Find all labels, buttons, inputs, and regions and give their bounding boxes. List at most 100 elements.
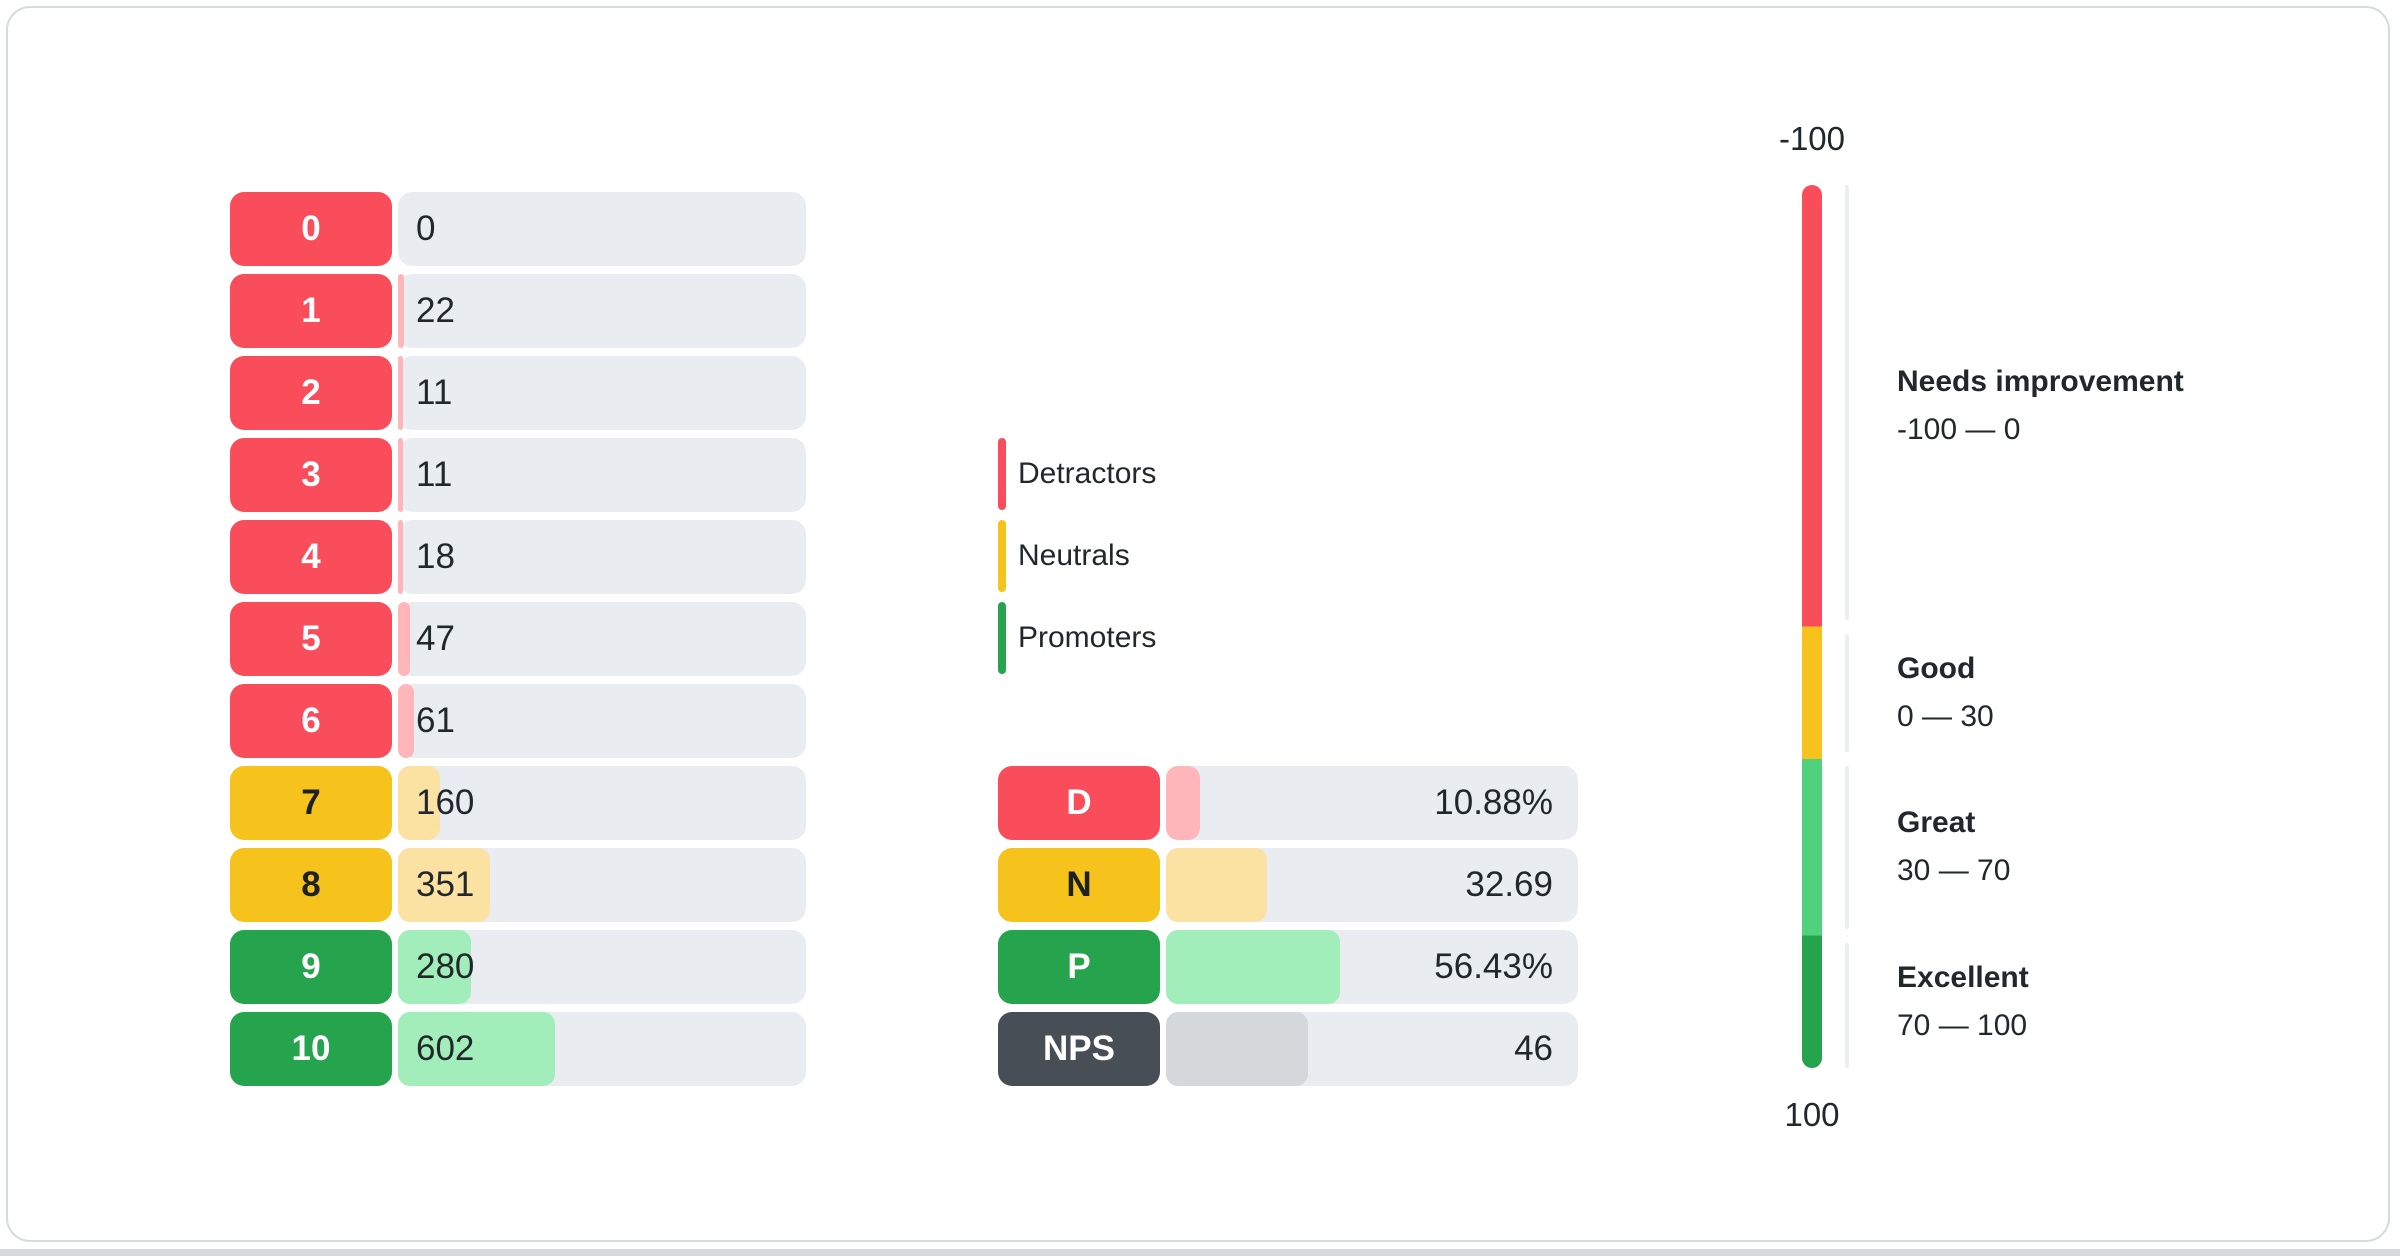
gauge-zone-label: Great 30 — 70 [1897,799,2010,895]
bar-track: 22 [398,274,806,348]
bar-track: 11 [398,356,806,430]
chart-row: P 56.43% [998,930,1578,1004]
gauge-track-segment [1845,633,1849,752]
category-chip: P [998,930,1160,1004]
gauge-zone-range: -100 — 0 [1897,412,2021,446]
bar-fill [1166,930,1341,1004]
chart-row: 3 11 [230,438,806,512]
bar-track: 46 [1166,1012,1578,1086]
gauge-min-label: -100 [1778,120,1846,157]
nps-summary-chart: D 10.88% N 32.69 P 56.43% NPS 46 [998,766,1578,1094]
gauge-zone-name: Great [1897,806,1976,840]
score-distribution-chart: 0 0 1 22 2 11 3 11 4 18 5 [230,192,806,1094]
legend: Detractors Neutrals Promoters [998,438,1156,684]
bar-fill [398,520,403,594]
score-chip: 10 [230,1012,392,1086]
legend-color-tick [998,438,1006,510]
bar-track: 280 [398,930,806,1004]
summary-value: 10.88% [1434,783,1553,822]
chart-row: 10 602 [230,1012,806,1086]
chart-row: NPS 46 [998,1012,1578,1086]
bar-fill [1166,766,1200,840]
summary-value: 32.69 [1465,865,1553,904]
bar-value-label: 602 [416,1029,475,1068]
legend-color-tick [998,520,1006,592]
score-chip: 0 [230,192,392,266]
chart-row: N 32.69 [998,848,1578,922]
chart-row: 4 18 [230,520,806,594]
bar-value-label: 61 [416,701,455,740]
legend-item: Promoters [998,602,1156,674]
gauge-bar [1802,185,1822,1068]
chart-row: 0 0 [230,192,806,266]
bar-track: 602 [398,1012,806,1086]
chart-row: 6 61 [230,684,806,758]
gauge-zone-labels: Needs improvement -100 — 0 Good 0 — 30 Great… [1897,185,2400,1068]
gauge-max-label: 100 [1784,1096,1840,1133]
bar-fill [1166,848,1267,922]
score-chip: 5 [230,602,392,676]
bar-track: 18 [398,520,806,594]
bar-value-label: 18 [416,537,455,576]
bar-track: 47 [398,602,806,676]
gauge-zone-range: 30 — 70 [1897,854,2011,888]
bar-track: 32.69 [1166,848,1578,922]
bar-track: 11 [398,438,806,512]
bar-fill [398,356,403,430]
score-chip: 1 [230,274,392,348]
bar-value-label: 47 [416,619,455,658]
score-chip: 7 [230,766,392,840]
bar-value-label: 160 [416,783,475,822]
summary-value: 46 [1514,1029,1553,1068]
bar-value-label: 0 [416,209,436,248]
bar-fill [398,1012,556,1086]
bar-fill [398,438,403,512]
gauge-track-segment [1845,185,1849,620]
bar-track: 351 [398,848,806,922]
legend-color-tick [998,602,1006,674]
bar-fill [398,602,411,676]
score-chip: 2 [230,356,392,430]
bar-value-label: 11 [416,455,453,494]
chart-row: 5 47 [230,602,806,676]
bar-value-label: 11 [416,373,453,412]
gauge-zone-name: Good [1897,651,1976,685]
chart-row: 1 22 [230,274,806,348]
category-chip: NPS [998,1012,1160,1086]
bar-fill [398,766,440,840]
category-chip: D [998,766,1160,840]
chart-row: 9 280 [230,930,806,1004]
bar-fill [1166,1012,1309,1086]
legend-item: Detractors [998,438,1156,510]
gauge-track-segment [1845,942,1849,1068]
gauge-zone-range: 0 — 30 [1897,699,1994,733]
summary-value: 56.43% [1434,947,1553,986]
chart-row: 7 160 [230,766,806,840]
bar-track: 160 [398,766,806,840]
bar-track: 0 [398,192,806,266]
gauge-track-lines [1845,185,1849,1068]
bar-value-label: 280 [416,947,475,986]
score-chip: 8 [230,848,392,922]
bar-value-label: 22 [416,291,455,330]
gauge-zone-label: Excellent 70 — 100 [1897,954,2029,1050]
gauge-zone-name: Needs improvement [1897,364,2184,398]
score-chip: 4 [230,520,392,594]
gauge-zone-label: Needs improvement -100 — 0 [1897,358,2184,454]
chart-row: D 10.88% [998,766,1578,840]
bar-fill [398,930,472,1004]
gauge-zone-range: 70 — 100 [1897,1008,2028,1042]
page-bottom-edge [0,1249,2400,1256]
bar-fill [398,848,490,922]
chart-row: 8 351 [230,848,806,922]
gauge-track-segment [1845,766,1849,929]
bar-track: 56.43% [1166,930,1578,1004]
score-chip: 6 [230,684,392,758]
chart-row: 2 11 [230,356,806,430]
gauge-zone-label: Good 0 — 30 [1897,645,1994,741]
bar-fill [398,684,414,758]
legend-label: Promoters [1018,621,1157,654]
score-chip: 3 [230,438,392,512]
legend-label: Detractors [1018,457,1157,490]
score-chip: 9 [230,930,392,1004]
